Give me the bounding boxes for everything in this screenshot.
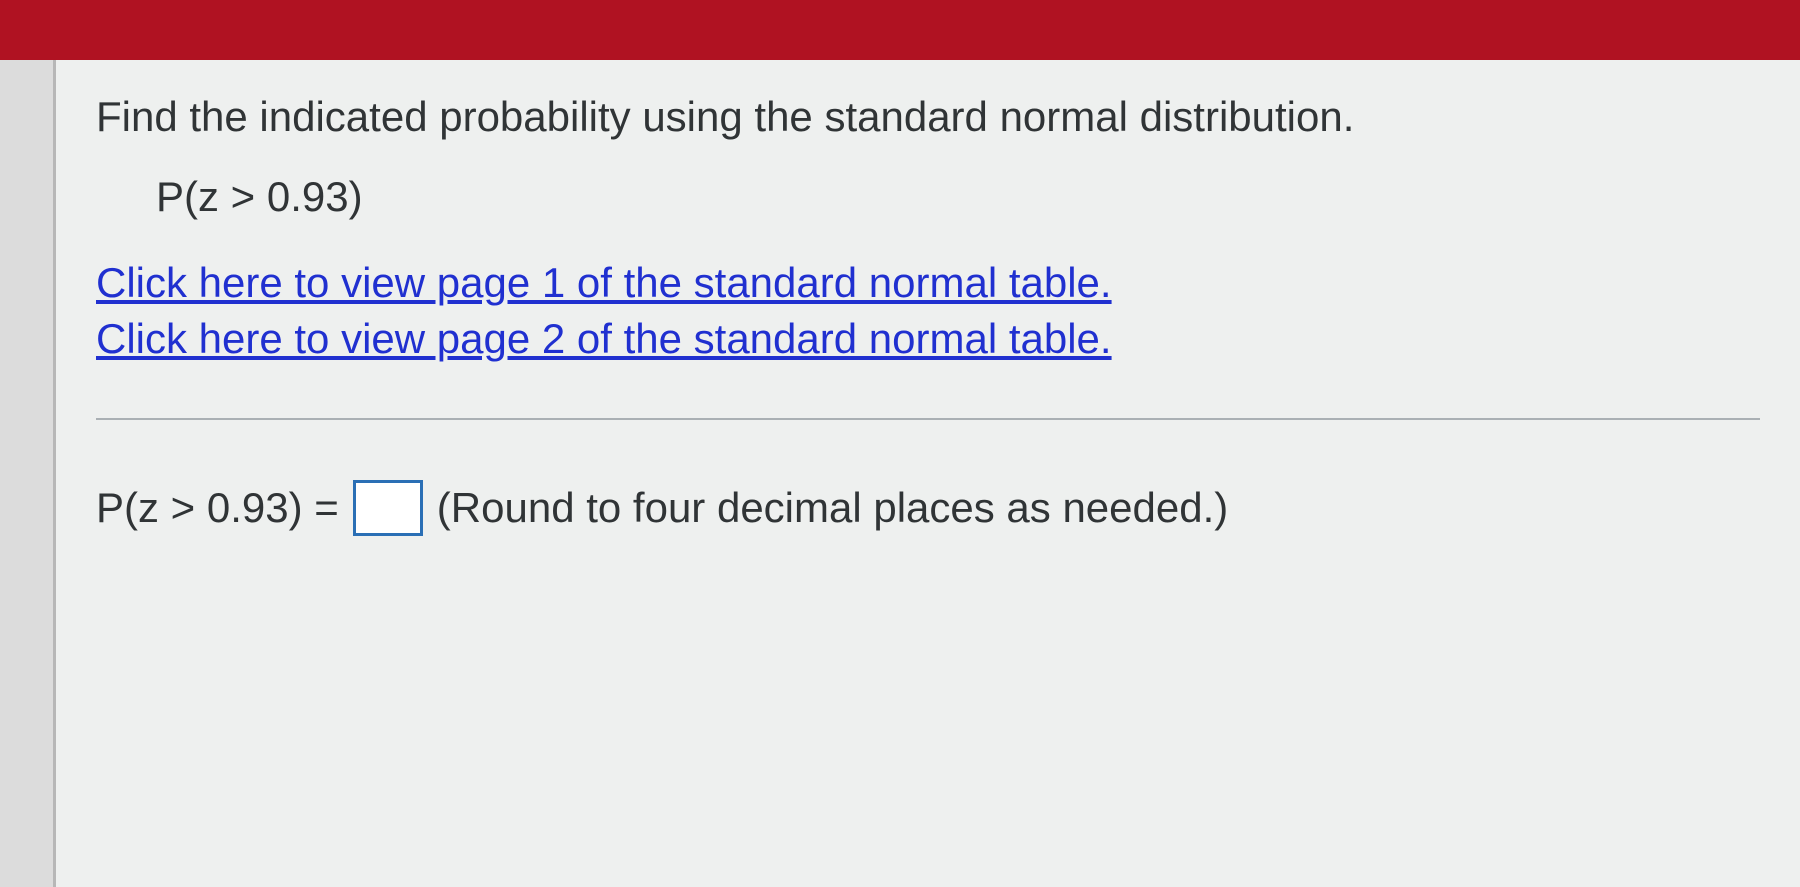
link-normal-table-page2[interactable]: Click here to view page 2 of the standar…	[96, 311, 1112, 368]
left-gutter	[0, 60, 56, 887]
question-prompt: Find the indicated probability using the…	[96, 88, 1760, 147]
section-divider	[96, 418, 1760, 420]
question-expression: P(z > 0.93)	[156, 173, 1760, 221]
main-region: Find the indicated probability using the…	[0, 60, 1800, 887]
question-panel: Find the indicated probability using the…	[56, 60, 1800, 887]
link-normal-table-page1[interactable]: Click here to view page 1 of the standar…	[96, 255, 1112, 312]
reference-links: Click here to view page 1 of the standar…	[96, 255, 1760, 368]
answer-hint: (Round to four decimal places as needed.…	[437, 484, 1228, 532]
answer-input[interactable]	[353, 480, 423, 536]
answer-row: P(z > 0.93) = (Round to four decimal pla…	[96, 480, 1760, 536]
answer-label-prefix: P(z > 0.93) =	[96, 484, 339, 532]
header-bar	[0, 0, 1800, 60]
